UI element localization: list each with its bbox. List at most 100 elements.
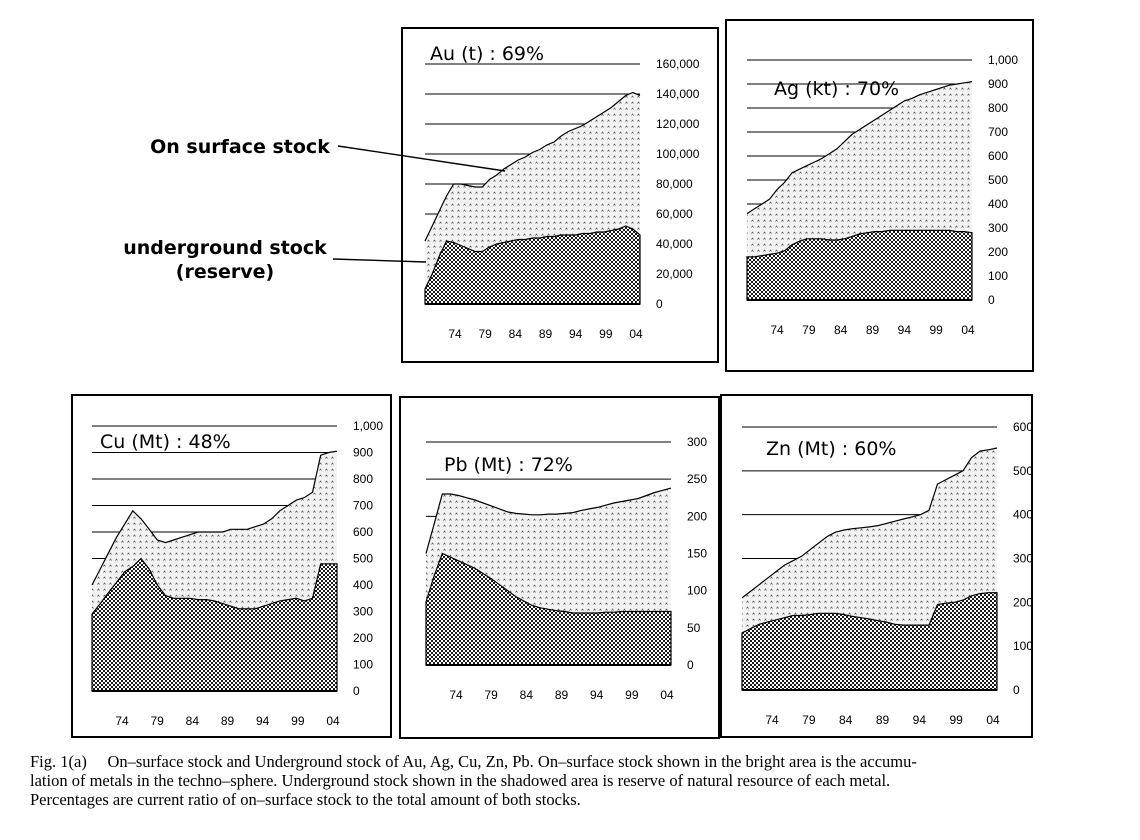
cu-ytick-label: 900 bbox=[353, 446, 373, 460]
cu-ytick-label: 400 bbox=[353, 578, 373, 592]
au-xtick-label: 74 bbox=[448, 327, 462, 341]
pb-ytick-label: 300 bbox=[687, 435, 707, 449]
au-ytick-label: 80,000 bbox=[656, 177, 693, 191]
cu-ytick-label: 100 bbox=[353, 658, 373, 672]
au-ytick-label: 100,000 bbox=[656, 147, 700, 161]
au-chart-title: Au (t) : 69% bbox=[430, 43, 544, 65]
zn-chart-title: Zn (Mt) : 60% bbox=[766, 438, 896, 460]
zn-ytick-label: 400 bbox=[1013, 508, 1033, 522]
zn-chart-panel: Zn (Mt) : 60% 0 100 200 300 400 500 600 74 79 84 89… bbox=[720, 394, 1033, 738]
cu-ytick-label: 500 bbox=[353, 552, 373, 566]
au-chart: Au (t) : 69% 0 20,000 40,000 60,000 80,000 100… bbox=[424, 43, 700, 341]
ag-xtick-label: 04 bbox=[961, 323, 975, 337]
underground-label-line1: underground stock bbox=[123, 237, 327, 259]
ag-ytick-label: 500 bbox=[988, 173, 1008, 187]
underground-label: underground stock (reserve) bbox=[115, 236, 335, 284]
zn-ytick-label: 200 bbox=[1013, 595, 1033, 609]
ag-ytick-label: 1,000 bbox=[988, 53, 1018, 67]
ag-xtick-label: 94 bbox=[898, 323, 912, 337]
caption-line-1: Fig. 1(a) On–surface stock and Undergrou… bbox=[30, 752, 917, 771]
au-ytick-label: 40,000 bbox=[656, 237, 693, 251]
ag-ytick-label: 400 bbox=[988, 197, 1008, 211]
cu-underground-area bbox=[91, 557, 338, 692]
pb-xtick-label: 99 bbox=[625, 688, 639, 702]
pb-xtick-label: 89 bbox=[555, 688, 569, 702]
underground-label-line2: (reserve) bbox=[175, 261, 275, 283]
cu-chart-panel: Cu (Mt) : 48% 0 100 200 300 400 500 600 700 800 90… bbox=[71, 394, 392, 738]
au-xtick-label: 94 bbox=[569, 327, 583, 341]
pb-underground-area bbox=[425, 552, 672, 666]
au-xtick-label: 79 bbox=[478, 327, 492, 341]
pb-xtick-label: 94 bbox=[590, 688, 604, 702]
on-surface-label: On surface stock bbox=[150, 136, 330, 158]
cu-xtick-label: 04 bbox=[326, 714, 340, 728]
pb-ytick-label: 250 bbox=[687, 472, 707, 486]
pb-ytick-label: 100 bbox=[687, 584, 707, 598]
ag-xtick-label: 89 bbox=[866, 323, 880, 337]
ag-underground-area bbox=[746, 229, 973, 301]
cu-ytick-label: 300 bbox=[353, 605, 373, 619]
zn-xtick-label: 89 bbox=[876, 713, 890, 727]
ag-ytick-label: 0 bbox=[988, 293, 995, 307]
zn-xtick-label: 94 bbox=[913, 713, 927, 727]
zn-underground-area bbox=[741, 592, 998, 691]
zn-ytick-label: 600 bbox=[1013, 420, 1033, 434]
ag-xtick-label: 74 bbox=[770, 323, 784, 337]
cu-chart-title: Cu (Mt) : 48% bbox=[100, 431, 231, 453]
pb-xtick-label: 79 bbox=[484, 688, 498, 702]
pb-ytick-label: 150 bbox=[687, 547, 707, 561]
ag-xtick-label: 99 bbox=[929, 323, 943, 337]
ag-ytick-label: 800 bbox=[988, 101, 1008, 115]
au-ytick-label: 120,000 bbox=[656, 117, 700, 131]
zn-chart: Zn (Mt) : 60% 0 100 200 300 400 500 600 74 79 84 89… bbox=[741, 420, 1033, 727]
pb-xtick-label: 74 bbox=[449, 688, 463, 702]
cu-ytick-label: 0 bbox=[353, 684, 360, 698]
caption-line-3: Percentages are current ratio of on–surf… bbox=[30, 790, 581, 809]
pb-chart-title: Pb (Mt) : 72% bbox=[444, 454, 573, 476]
ag-chart-panel: Ag (kt) : 70% 0 100 200 300 400 500 600 700 800 90… bbox=[725, 19, 1034, 372]
cu-ytick-label: 800 bbox=[353, 472, 373, 486]
ag-chart: Ag (kt) : 70% 0 100 200 300 400 500 600 700 800 90… bbox=[746, 53, 1018, 337]
pb-ytick-label: 0 bbox=[687, 658, 694, 672]
au-ytick-label: 60,000 bbox=[656, 207, 693, 221]
ag-xtick-label: 79 bbox=[802, 323, 816, 337]
au-ytick-label: 160,000 bbox=[656, 57, 700, 71]
au-underground-area bbox=[424, 225, 641, 305]
zn-xtick-label: 99 bbox=[949, 713, 963, 727]
pb-chart: Pb (Mt) : 72% 0 50 100 150 200 250 300 74 79 84 89 9… bbox=[425, 435, 707, 702]
au-xtick-label: 99 bbox=[599, 327, 613, 341]
au-ytick-label: 20,000 bbox=[656, 267, 693, 281]
zn-ytick-label: 0 bbox=[1013, 683, 1020, 697]
ag-chart-title: Ag (kt) : 70% bbox=[774, 78, 899, 100]
cu-xtick-label: 99 bbox=[291, 714, 305, 728]
cu-ytick-label: 700 bbox=[353, 499, 373, 513]
ag-ytick-label: 300 bbox=[988, 221, 1008, 235]
pb-chart-panel: Pb (Mt) : 72% 0 50 100 150 200 250 300 74 79 84 89 9… bbox=[399, 396, 720, 739]
au-xtick-label: 04 bbox=[629, 327, 643, 341]
ag-xtick-label: 84 bbox=[834, 323, 848, 337]
au-ytick-label: 0 bbox=[656, 297, 663, 311]
zn-ytick-label: 300 bbox=[1013, 552, 1033, 566]
ag-on-surface-line bbox=[746, 81, 973, 215]
ag-ytick-label: 900 bbox=[988, 77, 1008, 91]
au-ytick-label: 140,000 bbox=[656, 87, 700, 101]
zn-xtick-label: 04 bbox=[986, 713, 1000, 727]
zn-xtick-label: 84 bbox=[839, 713, 853, 727]
cu-xtick-label: 84 bbox=[186, 714, 200, 728]
cu-ytick-label: 600 bbox=[353, 525, 373, 539]
cu-chart: Cu (Mt) : 48% 0 100 200 300 400 500 600 700 800 90… bbox=[91, 419, 383, 728]
cu-xtick-label: 74 bbox=[115, 714, 129, 728]
zn-ytick-label: 500 bbox=[1013, 464, 1033, 478]
pb-ytick-label: 200 bbox=[687, 509, 707, 523]
ag-ytick-label: 200 bbox=[988, 245, 1008, 259]
au-on-surface-line bbox=[424, 91, 641, 242]
cu-on-surface-line bbox=[91, 450, 338, 586]
zn-xtick-label: 79 bbox=[802, 713, 816, 727]
cu-xtick-label: 79 bbox=[150, 714, 164, 728]
cu-xtick-label: 89 bbox=[221, 714, 235, 728]
figure-caption: Fig. 1(a) On–surface stock and Undergrou… bbox=[30, 752, 1120, 809]
au-xtick-label: 84 bbox=[509, 327, 523, 341]
zn-xtick-label: 74 bbox=[765, 713, 779, 727]
ag-ytick-label: 700 bbox=[988, 125, 1008, 139]
pb-xtick-label: 84 bbox=[520, 688, 534, 702]
